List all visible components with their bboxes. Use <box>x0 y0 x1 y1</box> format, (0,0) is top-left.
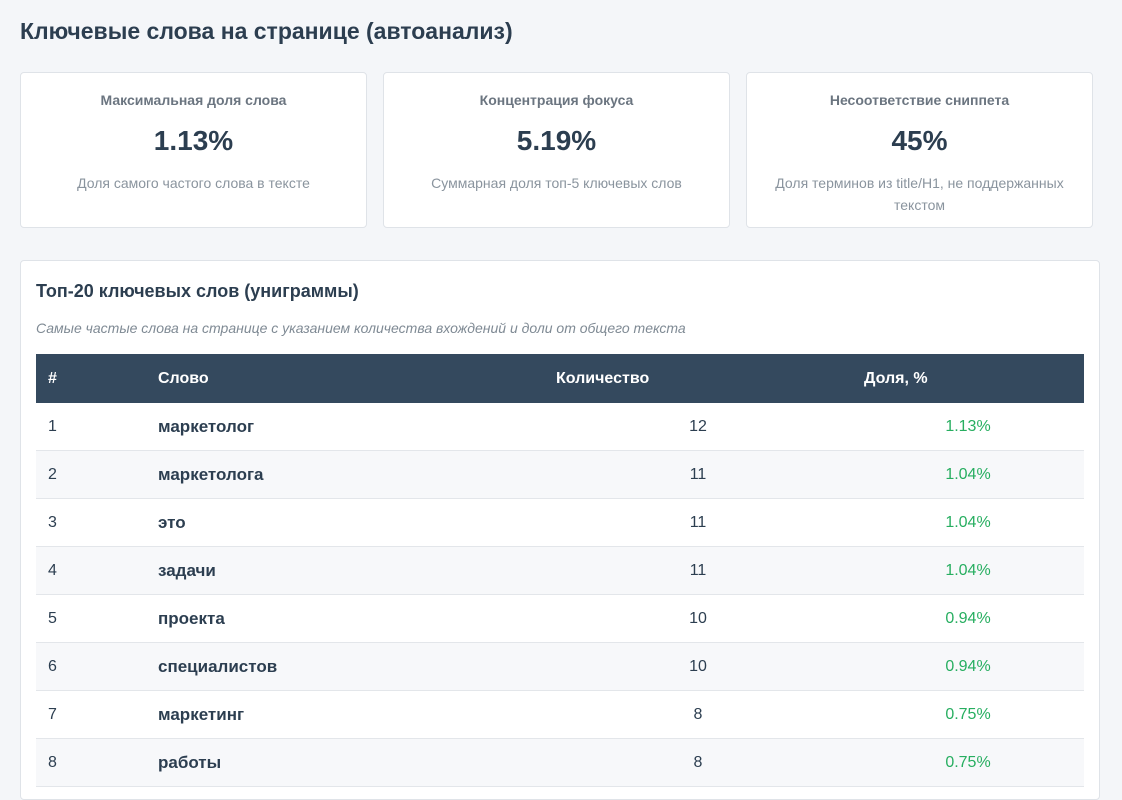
table-row: 3 это 11 1.04% <box>36 498 1084 547</box>
metric-note: Доля самого частого слова в тексте <box>77 175 310 191</box>
row-rank: 4 <box>36 546 146 595</box>
page-body: Ключевые слова на странице (автоанализ) … <box>20 18 1100 800</box>
row-word: специалистов <box>146 642 544 691</box>
metric-value: 5.19% <box>516 125 597 156</box>
panel-title: Топ-20 ключевых слов (униграммы) <box>36 281 359 301</box>
row-count: 11 <box>544 546 852 595</box>
row-count: 12 <box>544 403 852 451</box>
row-share: 1.13% <box>852 403 1084 451</box>
row-word: маркетинг <box>146 690 544 739</box>
row-share: 0.75% <box>852 690 1084 739</box>
row-rank: 7 <box>36 690 146 739</box>
metric-note: Доля терминов из title/H1, не поддержанн… <box>775 175 1064 213</box>
column-header: Доля, % <box>852 354 1084 403</box>
table-row: 1 маркетолог 12 1.13% <box>36 403 1084 451</box>
row-share: 0.75% <box>852 738 1084 787</box>
table-header: # Слово Количество Доля, % <box>36 354 1084 403</box>
table-row: 7 маркетинг 8 0.75% <box>36 690 1084 739</box>
row-share: 1.04% <box>852 498 1084 547</box>
table-body: 1 маркетолог 12 1.13% 2 маркетолога 11 1.04% 3 эт… <box>36 403 1084 787</box>
row-share: 0.94% <box>852 642 1084 691</box>
row-word: это <box>146 498 544 547</box>
metric-note: Суммарная доля топ-5 ключевых слов <box>431 175 682 191</box>
metric-card: Несоответствие сниппета 45% Доля терминов … <box>746 72 1093 228</box>
row-count: 10 <box>544 642 852 691</box>
row-rank: 2 <box>36 450 146 499</box>
row-word: маркетолог <box>146 403 544 451</box>
row-share: 0.94% <box>852 594 1084 643</box>
row-word: маркетолога <box>146 450 544 499</box>
table-row: 6 специалистов 10 0.94% <box>36 642 1084 691</box>
table-row: 2 маркетолога 11 1.04% <box>36 450 1084 499</box>
page-title: Ключевые слова на странице (автоанализ) <box>20 18 513 44</box>
row-rank: 8 <box>36 738 146 787</box>
metric-cards: Максимальная доля слова 1.13% Доля самого … <box>20 72 1093 228</box>
row-word: работы <box>146 738 544 787</box>
table-row: 8 работы 8 0.75% <box>36 738 1084 787</box>
row-count: 10 <box>544 594 852 643</box>
table-row: 5 проекта 10 0.94% <box>36 594 1084 643</box>
panel-subtitle: Самые частые слова на странице с указани… <box>36 320 686 336</box>
keywords-panel: Топ-20 ключевых слов (униграммы) Самые ч… <box>20 260 1100 800</box>
metric-value: 45% <box>891 125 948 156</box>
metric-label: Концентрация фокуса <box>479 92 634 108</box>
metric-value: 1.13% <box>153 125 234 156</box>
column-header: Слово <box>146 354 544 403</box>
row-word: задачи <box>146 546 544 595</box>
column-header: # <box>36 354 146 403</box>
row-count: 11 <box>544 450 852 499</box>
column-header: Количество <box>544 354 852 403</box>
row-share: 1.04% <box>852 450 1084 499</box>
row-count: 8 <box>544 738 852 787</box>
row-rank: 1 <box>36 403 146 451</box>
row-count: 11 <box>544 498 852 547</box>
metric-card: Максимальная доля слова 1.13% Доля самого … <box>20 72 367 228</box>
row-word: проекта <box>146 594 544 643</box>
metric-label: Несоответствие сниппета <box>829 92 1010 108</box>
row-rank: 5 <box>36 594 146 643</box>
row-count: 8 <box>544 690 852 739</box>
keywords-table: # Слово Количество Доля, % 1 маркетолог 12 1.1… <box>36 354 1084 787</box>
table-row: 4 задачи 11 1.04% <box>36 546 1084 595</box>
metric-card: Концентрация фокуса 5.19% Суммарная доля т… <box>383 72 730 228</box>
row-rank: 3 <box>36 498 146 547</box>
metric-label: Максимальная доля слова <box>100 92 287 108</box>
row-share: 1.04% <box>852 546 1084 595</box>
row-rank: 6 <box>36 642 146 691</box>
page: Keywords {"header": {"title": "Ключевые … <box>20 18 1100 800</box>
